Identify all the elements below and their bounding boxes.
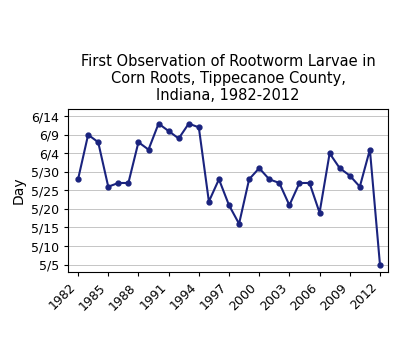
Title: First Observation of Rootworm Larvae in
Corn Roots, Tippecanoe County,
Indiana, : First Observation of Rootworm Larvae in … <box>81 54 375 103</box>
Y-axis label: Day: Day <box>11 176 25 204</box>
